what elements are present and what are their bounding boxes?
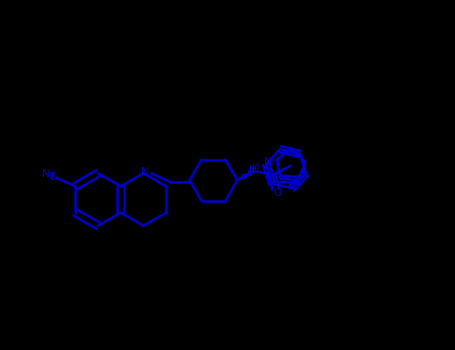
Text: N: N [42, 169, 50, 179]
Text: N: N [142, 167, 149, 177]
Text: NH: NH [264, 157, 280, 167]
Text: N: N [249, 165, 257, 175]
Text: C: C [49, 172, 56, 182]
Text: O: O [273, 188, 282, 197]
Text: H: H [252, 162, 259, 172]
